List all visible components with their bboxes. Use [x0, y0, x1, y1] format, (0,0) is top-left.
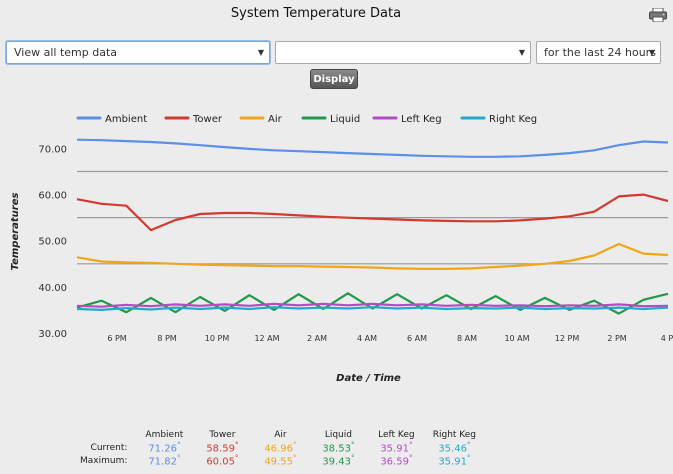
maximum-label: Maximum: — [80, 455, 128, 466]
x-tick-label: 12 PM — [555, 334, 580, 343]
y-axis-label: Temperatures — [10, 192, 21, 270]
x-axis-label: Date / Time — [336, 373, 401, 384]
degree-symbol: ° — [234, 454, 239, 463]
x-tick-label: 8 PM — [157, 334, 176, 343]
x-tick-label: 12 AM — [254, 334, 279, 343]
legend-label: Liquid — [330, 114, 360, 125]
maximum-ambient: 71.82 — [148, 456, 177, 468]
page-title: System Temperature Data — [230, 6, 402, 21]
time-range-select[interactable]: for the last 24 hours ▼ — [536, 41, 661, 64]
data-type-select-value: View all temp data — [14, 46, 118, 59]
stats-header: Ambient — [145, 429, 184, 440]
y-tick-label: 70.00 — [38, 144, 67, 155]
y-tick-label: 40.00 — [38, 283, 67, 294]
stats-header: Tower — [209, 429, 236, 440]
current-right-keg: 35.46 — [438, 443, 467, 455]
stats-header: Liquid — [324, 429, 352, 440]
series-line — [76, 306, 669, 311]
maximum-left-keg: 36.59 — [380, 456, 409, 468]
series-line — [76, 292, 669, 315]
series-line — [76, 138, 669, 158]
degree-symbol: ° — [234, 441, 239, 449]
maximum-tower: 60.05 — [206, 456, 235, 468]
legend-label: Right Keg — [489, 114, 537, 125]
series-line — [76, 302, 669, 308]
y-tick-label: 30.00 — [38, 329, 67, 340]
degree-symbol: ° — [176, 441, 181, 449]
stats-table: Ambient Tower Air Liquid Left Keg Right … — [80, 428, 483, 468]
chevron-down-icon: ▼ — [257, 48, 264, 57]
print-icon[interactable] — [649, 8, 667, 22]
series-line — [76, 242, 669, 270]
x-tick-label: 4 P — [661, 334, 673, 343]
legend-label: Left Keg — [401, 114, 442, 125]
current-tower: 58.59 — [206, 443, 235, 455]
current-ambient: 71.26 — [148, 443, 177, 455]
display-button[interactable]: Display — [310, 69, 358, 89]
y-tick-label: 50.00 — [38, 237, 67, 248]
time-range-select-value: for the last 24 hours — [544, 46, 656, 59]
degree-symbol: ° — [350, 441, 355, 449]
current-label: Current: — [90, 442, 128, 453]
stats-header: Left Keg — [378, 429, 415, 440]
y-tick-label: 60.00 — [38, 191, 67, 202]
degree-symbol: ° — [292, 441, 297, 449]
chevron-down-icon: ▼ — [648, 48, 655, 57]
maximum-air: 49.55 — [264, 456, 293, 468]
stats-header: Air — [274, 429, 287, 440]
x-tick-label: 10 AM — [504, 334, 529, 343]
degree-symbol: ° — [466, 454, 471, 463]
x-tick-label: 2 AM — [307, 334, 327, 343]
stats-maximum-row: Maximum: 71.82° 60.05° 49.55° 39.43° 36.… — [80, 454, 483, 467]
current-liquid: 38.53 — [322, 443, 351, 455]
x-tick-label: 8 AM — [457, 334, 477, 343]
x-tick-label: 4 AM — [357, 334, 377, 343]
stats-current-row: Current: 71.26° 58.59° 46.96° 38.53° 35.… — [80, 441, 483, 454]
chevron-down-icon: ▼ — [518, 48, 525, 57]
current-left-keg: 35.91 — [380, 443, 409, 455]
degree-symbol: ° — [408, 454, 413, 463]
filter-select[interactable]: ▼ — [275, 41, 531, 64]
maximum-right-keg: 35.91 — [438, 456, 467, 468]
legend-label: Air — [268, 114, 283, 125]
data-type-select[interactable]: View all temp data ▼ — [6, 41, 270, 64]
current-air: 46.96 — [264, 443, 293, 455]
legend-label: Ambient — [105, 114, 147, 125]
legend-label: Tower — [192, 114, 223, 125]
temperature-chart: 70.00 60.00 50.00 40.00 30.00 6 PM 8 PM 10 PM 12… — [10, 114, 673, 384]
degree-symbol: ° — [466, 441, 471, 449]
degree-symbol: ° — [350, 454, 355, 463]
series-line — [76, 193, 669, 232]
degree-symbol: ° — [176, 454, 181, 463]
degree-symbol: ° — [408, 441, 413, 449]
x-tick-label: 10 PM — [205, 334, 230, 343]
x-tick-label: 6 PM — [107, 334, 126, 343]
degree-symbol: ° — [292, 454, 297, 463]
stats-header: Right Keg — [432, 429, 477, 440]
maximum-liquid: 39.43 — [322, 456, 351, 468]
x-tick-label: 6 AM — [407, 334, 427, 343]
x-tick-label: 2 PM — [607, 334, 626, 343]
stats-header-row: Ambient Tower Air Liquid Left Keg Right … — [80, 428, 483, 441]
